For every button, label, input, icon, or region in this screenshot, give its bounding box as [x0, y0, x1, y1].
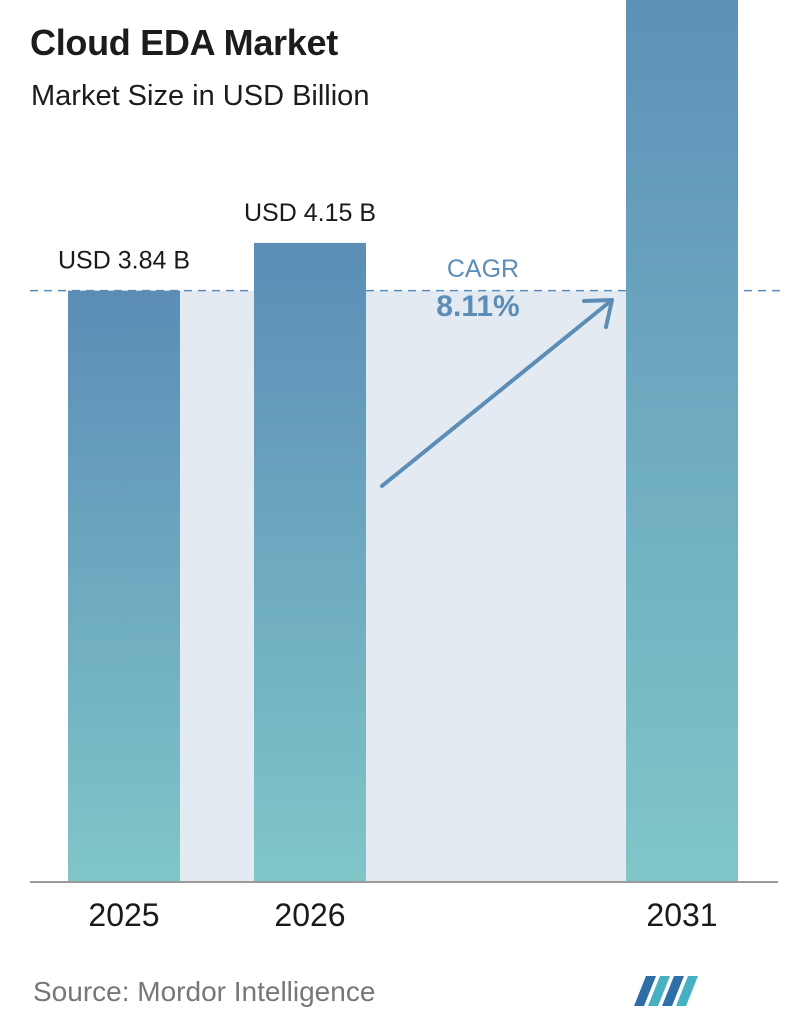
tick-label-2026: 2026 — [274, 897, 345, 933]
cagr-arrow-head — [582, 298, 614, 329]
cagr-arrow-line — [380, 298, 614, 488]
tick-label-2025: 2025 — [88, 897, 159, 933]
cagr-label: CAGR — [447, 255, 519, 283]
value-label-2025: USD 3.84 B — [58, 247, 190, 275]
value-label-2026: USD 4.15 B — [244, 199, 376, 227]
reference-band — [180, 290, 626, 882]
bar-2026 — [254, 242, 366, 882]
mordor-intelligence-logo — [634, 976, 698, 1006]
chart-title: Cloud EDA Market — [30, 22, 338, 63]
source-note: Source: Mordor Intelligence — [33, 976, 376, 1007]
bar-2031 — [626, 0, 738, 883]
tick-label-2031: 2031 — [646, 897, 717, 933]
cagr-value: 8.11% — [436, 290, 519, 323]
chart-subtitle: Market Size in USD Billion — [31, 80, 370, 112]
bar-2025 — [68, 290, 180, 882]
